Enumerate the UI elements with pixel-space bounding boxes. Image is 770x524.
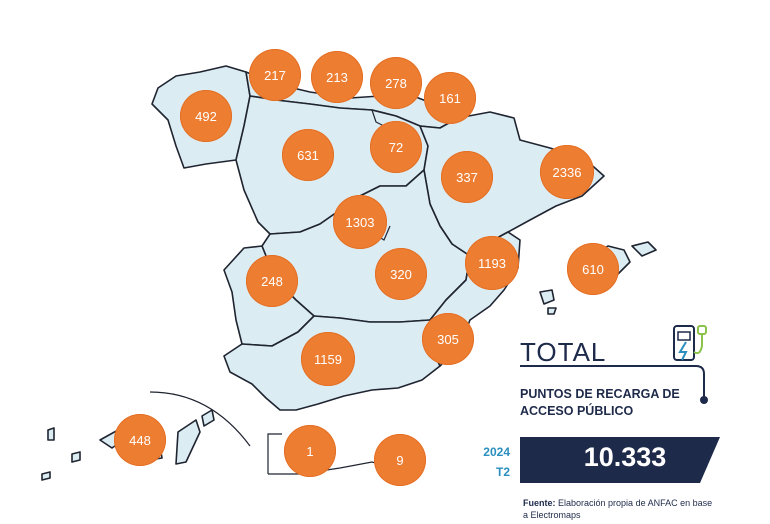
island-ibiza [539, 289, 555, 305]
bubble-madrid: 1303 [333, 195, 387, 249]
bubble-galicia: 492 [180, 90, 232, 142]
bubble-extremadura: 248 [246, 255, 298, 307]
island-menorca [631, 241, 657, 257]
total-box [520, 437, 720, 483]
source-text: Elaboración propia de ANFAC en base a El… [523, 498, 713, 520]
total-subtitle: PUNTOS DE RECARGA DE ACCESO PÚBLICO [520, 387, 680, 418]
bubble-pais-vasco: 278 [370, 57, 422, 109]
bubble-cataluna: 2336 [540, 145, 594, 199]
island-lanzarote [201, 409, 215, 427]
island-formentera [547, 307, 557, 315]
canarias-frame [149, 391, 251, 447]
bubble-navarra: 161 [424, 72, 476, 124]
island-la-palma [47, 427, 55, 441]
island-fuerteventura [175, 419, 201, 465]
bubble-murcia: 305 [422, 313, 474, 365]
ev-charger-icon [673, 325, 707, 361]
connector-dot [700, 396, 708, 404]
period-year: 2024 [483, 445, 510, 459]
bubble-cantabria: 213 [311, 51, 363, 103]
bubble-islas-baleares: 610 [567, 243, 619, 295]
island-la-gomera [71, 451, 81, 463]
period-quarter: T2 [495, 465, 510, 479]
bubble-aragon: 337 [441, 151, 493, 203]
bubble-castilla-y-leon: 631 [282, 129, 334, 181]
bubble-comunidad-valenciana: 1193 [465, 236, 519, 290]
bubble-melilla: 9 [374, 434, 426, 486]
bubble-ceuta: 1 [284, 425, 336, 477]
bubble-andalucia: 1159 [301, 332, 355, 386]
source-note: Fuente: Elaboración propia de ANFAC en b… [523, 497, 713, 521]
bubble-asturias: 217 [249, 49, 301, 101]
total-title: TOTAL [520, 337, 607, 367]
source-label: Fuente: [523, 498, 556, 508]
bubble-castilla-la-mancha: 320 [375, 248, 427, 300]
island-el-hierro [41, 471, 51, 481]
period: 2024 T2 [478, 442, 510, 482]
total-connector [520, 365, 705, 400]
total-value: 10.333 [583, 442, 667, 472]
bubble-la-rioja: 72 [370, 121, 422, 173]
bubble-canarias: 448 [114, 414, 166, 466]
